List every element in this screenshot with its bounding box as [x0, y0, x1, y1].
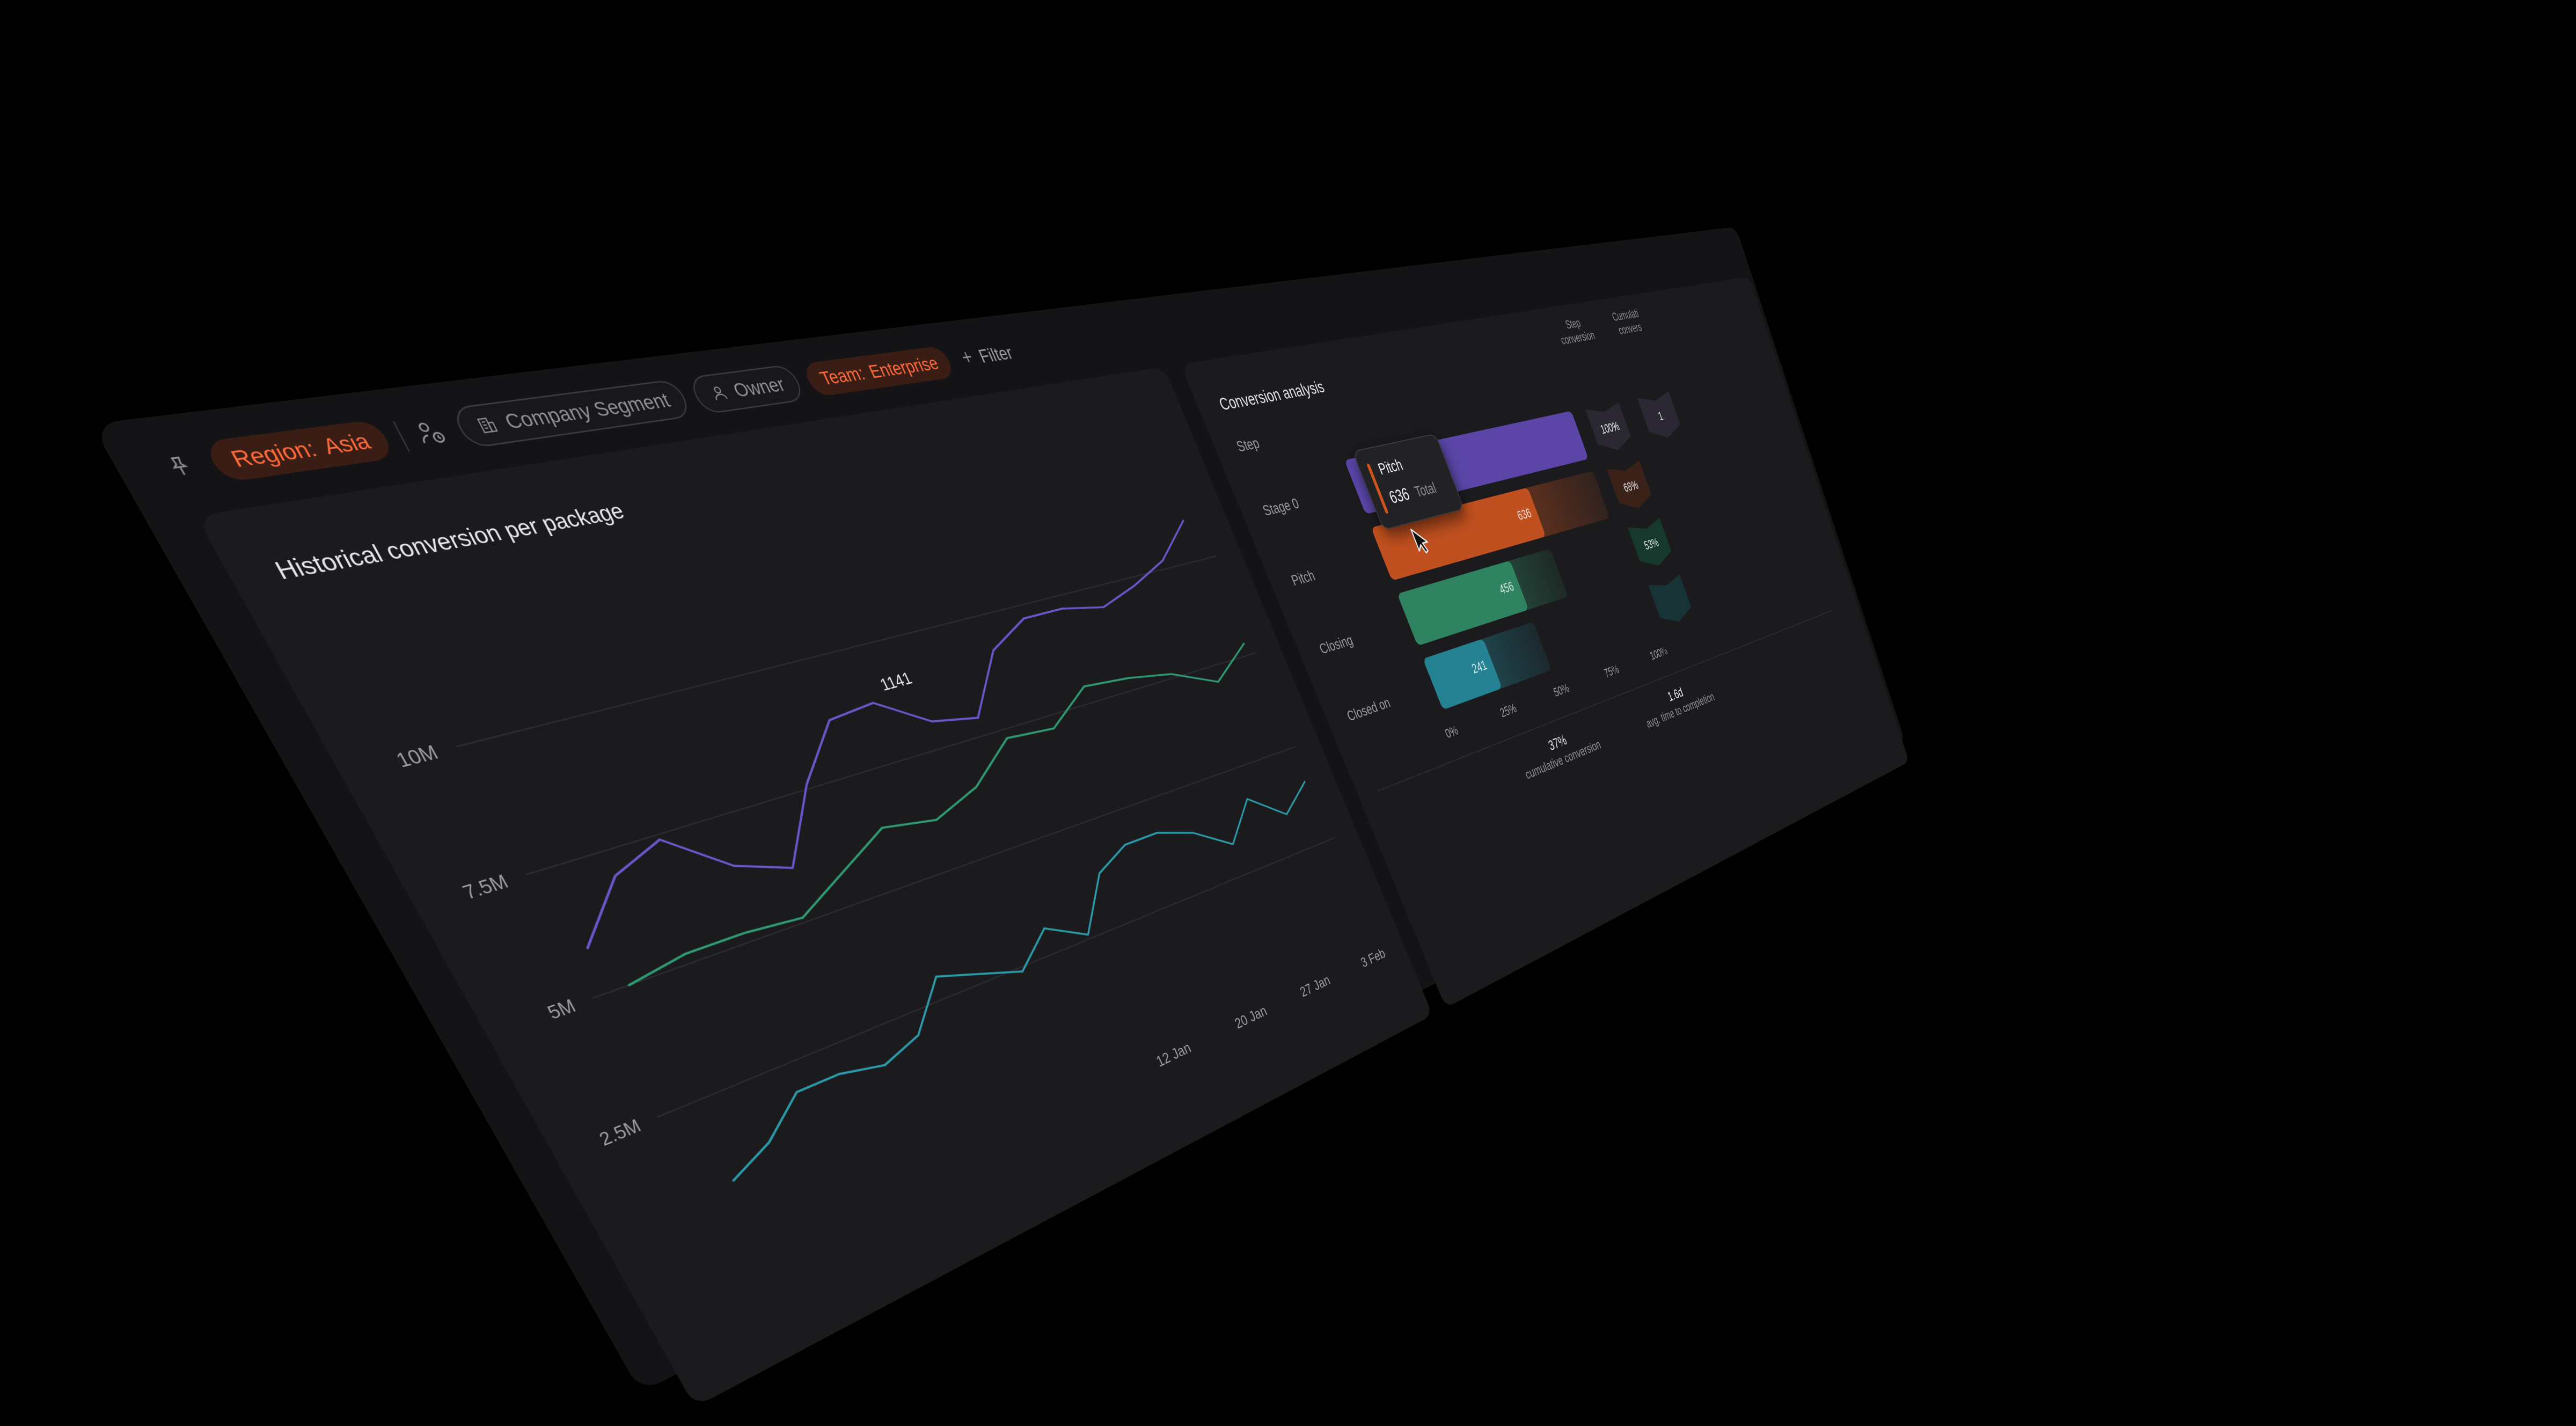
step-label-closing: Closing: [1318, 632, 1356, 657]
region-filter-chip[interactable]: Region: Asia: [202, 419, 397, 482]
step-conversion-badge-closed-on: [1648, 574, 1694, 627]
tooltip-unit: Total: [1413, 480, 1439, 501]
y-tick-label: 2.5M: [596, 1115, 645, 1150]
cumulative-conversion-header: Cumulati convers: [1601, 305, 1654, 339]
x-tick-label: 12 Jan: [1154, 1039, 1194, 1070]
series-line-3: [649, 778, 1355, 1181]
plus-icon: [957, 348, 978, 370]
region-filter-value: Asia: [318, 429, 375, 459]
pin-icon[interactable]: [155, 449, 205, 484]
funnel-x-tick-0: 0%: [1443, 723, 1460, 742]
region-filter-key: Region:: [226, 436, 321, 472]
step-conversion-badge-stage0: 100%: [1585, 402, 1634, 454]
step-label-pitch: Pitch: [1289, 568, 1317, 589]
team-filter-chip[interactable]: Team: Enterprise: [801, 346, 956, 397]
add-filter-label: Filter: [976, 342, 1016, 367]
step-label-closed-on: Closed on: [1345, 695, 1393, 725]
conversion-card-title: Conversion analysis: [1216, 377, 1327, 414]
x-tick-label: 20 Jan: [1232, 1003, 1269, 1032]
user-icon: [707, 383, 731, 403]
y-grid-line: [592, 747, 1296, 998]
series-line-2: [553, 640, 1289, 985]
tooltip-value: 636: [1386, 484, 1412, 508]
y-tick-label: 7.5M: [459, 871, 512, 903]
funnel-x-tick-100: 100%: [1649, 645, 1669, 663]
team-filter-key: Team:: [817, 363, 868, 389]
owner-chip[interactable]: Owner: [687, 364, 807, 414]
tooltip-step-name: Pitch: [1375, 455, 1406, 478]
step-conversion-badge-closing: 53%: [1628, 518, 1674, 571]
company-segment-label: Company Segment: [500, 389, 674, 434]
building-icon: [473, 413, 503, 436]
funnel-x-tick-25: 25%: [1498, 701, 1519, 720]
funnel-x-tick-50: 50%: [1552, 682, 1571, 700]
avg-completion-time-stat: 1.6d avg. time to completion: [1626, 670, 1728, 736]
y-grid-line: [657, 838, 1334, 1117]
y-tick-label: 10M: [392, 741, 442, 772]
team-filter-value: Enterprise: [866, 353, 942, 383]
add-filter-button[interactable]: Filter: [954, 342, 1016, 370]
step-conversion-badge-pitch: 68%: [1607, 460, 1655, 513]
step-label-stage0: Stage 0: [1261, 495, 1301, 519]
company-segment-chip[interactable]: Company Segment: [450, 379, 693, 449]
x-tick-label: 3 Feb: [1359, 946, 1387, 970]
dashboard-panel: Region: Asia Company Segment Owner Tea: [91, 227, 1905, 1393]
x-tick-label: 27 Jan: [1298, 972, 1332, 1000]
series-annotation-label: 1141: [877, 669, 914, 694]
funnel-x-tick-75: 75%: [1602, 663, 1621, 681]
funnel-bars: 636 456 241: [1181, 277, 1750, 364]
owner-label: Owner: [729, 374, 788, 401]
cumulative-conversion-badge-stage0: 1: [1637, 391, 1684, 442]
filter-divider: [393, 421, 411, 452]
dashboard-stage: Region: Asia Company Segment Owner Tea: [91, 227, 1905, 1393]
step-column-header: Step: [1234, 435, 1262, 456]
series-line-1: [449, 521, 1267, 948]
y-tick-label: 5M: [544, 995, 579, 1023]
cumulative-conversion-stat: 37% cumulative conversion: [1504, 716, 1614, 787]
step-conversion-header: Step conversion: [1547, 313, 1604, 349]
person-clock-icon[interactable]: [409, 416, 453, 449]
